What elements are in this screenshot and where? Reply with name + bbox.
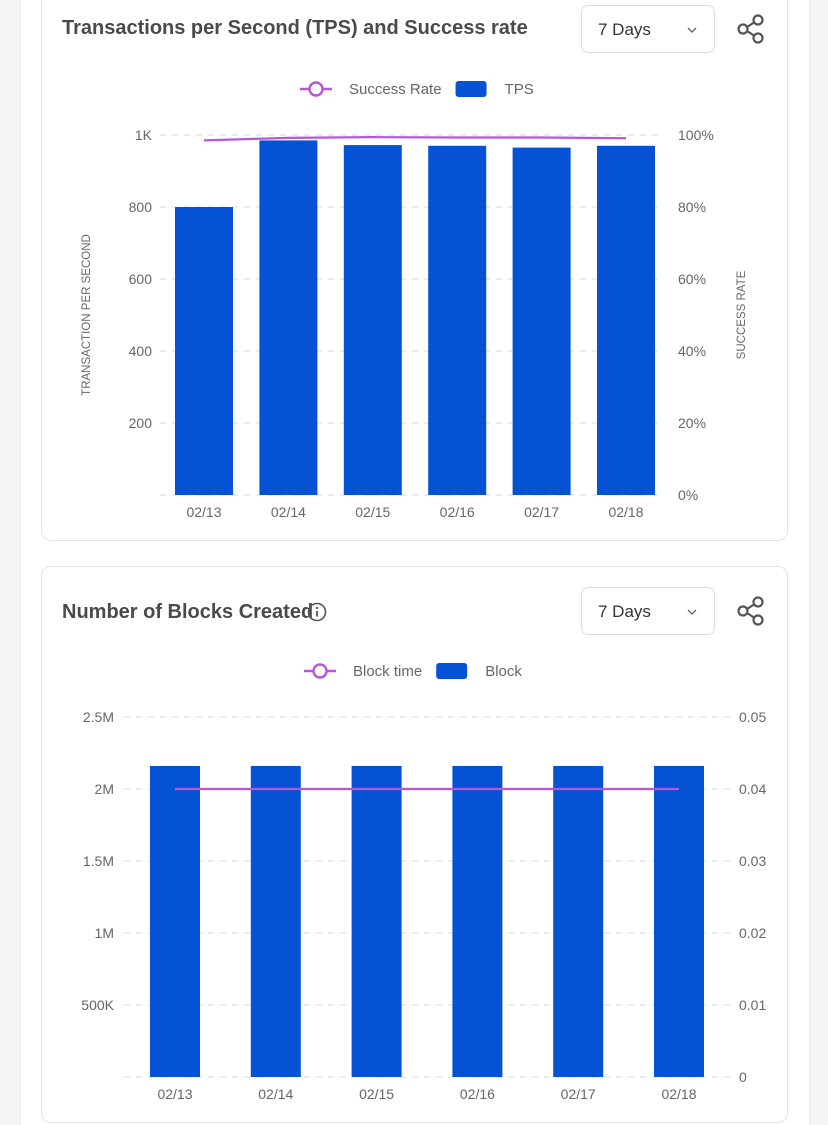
x-tick-label: 02/15	[359, 1086, 394, 1102]
legend-label: Block time	[353, 663, 422, 680]
blocks-range-select[interactable]: 7 Days	[581, 587, 715, 635]
legend-bar-swatch	[436, 663, 468, 679]
blocks-card-title: Number of Blocks Created	[62, 601, 314, 623]
tps-card-title: Transactions per Second (TPS) and Succes…	[62, 17, 528, 39]
x-tick-label: 02/14	[271, 504, 306, 520]
y-tick-label: 800	[129, 199, 153, 215]
y-axis-title: TRANSACTION PER SECOND	[81, 234, 93, 396]
y-tick-label: 600	[129, 271, 153, 287]
x-tick-label: 02/16	[440, 504, 475, 520]
y2-tick-label: 0.03	[739, 853, 766, 869]
x-tick-label: 02/17	[561, 1086, 596, 1102]
x-tick-label: 02/13	[157, 1086, 192, 1102]
tps-chart: 200 400 600 800 1K 0% 20% 40% 60% 80% 100% 02/13 02/…	[81, 81, 748, 520]
x-tick-label: 02/15	[355, 504, 390, 520]
y-tick-label: 1.5M	[83, 853, 114, 869]
y2-tick-label: 0.02	[739, 925, 766, 941]
legend-label: Block	[485, 663, 522, 680]
y2-tick-label: 0.05	[739, 709, 766, 725]
bar-tps	[512, 147, 571, 495]
y-tick-label: 2M	[95, 781, 114, 797]
bar-tps	[175, 207, 233, 495]
blocks-range-select-value: 7 Days	[598, 602, 651, 621]
share-icon[interactable]	[736, 13, 766, 45]
y2-tick-label: 0%	[678, 487, 698, 503]
legend-line-marker	[308, 81, 324, 97]
bar-tps	[343, 145, 402, 495]
legend-label: Success Rate	[349, 81, 442, 98]
legend-bar-swatch	[455, 81, 487, 97]
share-icon[interactable]	[736, 595, 766, 627]
bar-block	[553, 765, 604, 1077]
x-tick-label: 02/18	[661, 1086, 696, 1102]
y2-tick-label: 20%	[678, 415, 706, 431]
y2-tick-label: 60%	[678, 271, 706, 287]
tps-range-select[interactable]: 7 Days	[581, 5, 715, 53]
y2-tick-label: 0.01	[739, 997, 766, 1013]
bar-block	[351, 765, 402, 1077]
y-tick-label: 1K	[135, 127, 153, 143]
y2-axis-title: SUCCESS RATE	[736, 270, 748, 359]
y2-tick-label: 0	[739, 1069, 747, 1085]
y2-tick-label: 0.04	[739, 781, 766, 797]
tps-range-select-value: 7 Days	[598, 20, 651, 39]
legend-line-marker	[312, 663, 328, 679]
x-tick-label: 02/13	[186, 504, 221, 520]
bar-tps	[428, 145, 487, 496]
y-tick-label: 400	[129, 343, 153, 359]
y-tick-label: 1M	[95, 925, 114, 941]
legend-label: TPS	[505, 81, 534, 98]
y-tick-label: 200	[129, 415, 153, 431]
bar-tps	[597, 145, 655, 496]
blocks-chart-card: 500K 1M 1.5M 2M 2.5M 0 0.01 0.02 0.03 0.04 0.05 02/…	[41, 566, 788, 1123]
blocks-chart: 500K 1M 1.5M 2M 2.5M 0 0.01 0.02 0.03 0.04 0.05 02/…	[81, 663, 766, 1102]
line-success-rate	[203, 136, 627, 142]
chevron-down-icon	[687, 609, 697, 615]
chevron-down-icon	[687, 27, 697, 33]
bar-block	[452, 765, 503, 1077]
bar-block	[654, 765, 704, 1077]
x-tick-label: 02/18	[608, 504, 643, 520]
x-tick-label: 02/16	[460, 1086, 495, 1102]
y-tick-label: 2.5M	[83, 709, 114, 725]
bar-tps	[259, 140, 318, 495]
y2-tick-label: 100%	[678, 127, 714, 143]
y2-tick-label: 80%	[678, 199, 706, 215]
bar-block	[150, 765, 200, 1077]
bar-block	[250, 765, 301, 1077]
x-tick-label: 02/17	[524, 504, 559, 520]
y2-tick-label: 40%	[678, 343, 706, 359]
y-tick-label: 500K	[81, 997, 114, 1013]
tps-chart-card: 200 400 600 800 1K 0% 20% 40% 60% 80% 100% 02/13 02/…	[41, 0, 788, 541]
info-icon[interactable]	[306, 601, 328, 623]
x-tick-label: 02/14	[258, 1086, 293, 1102]
